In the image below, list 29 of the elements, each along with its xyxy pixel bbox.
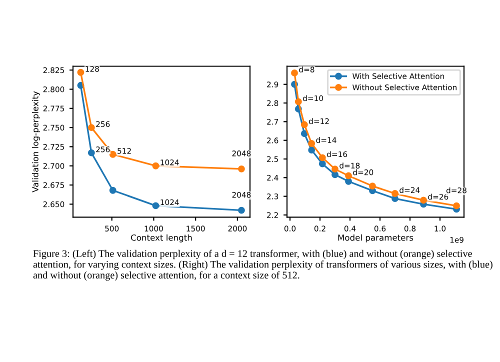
point — [420, 196, 427, 204]
point — [332, 171, 338, 178]
point — [152, 162, 160, 170]
point — [152, 202, 160, 210]
point — [88, 124, 95, 132]
point — [300, 130, 308, 138]
point — [238, 206, 245, 214]
point — [308, 146, 316, 154]
point — [392, 190, 398, 197]
point — [294, 98, 302, 106]
point — [369, 182, 376, 190]
point — [109, 186, 116, 194]
point — [88, 149, 95, 156]
point — [345, 172, 352, 180]
point — [77, 68, 84, 76]
point — [453, 202, 460, 210]
point — [238, 165, 245, 172]
point — [318, 154, 326, 162]
point — [109, 150, 116, 158]
point — [308, 140, 316, 147]
x-axis-title: Context length — [131, 234, 192, 242]
point — [291, 69, 298, 76]
x-axis-title: Model parameters — [338, 234, 414, 242]
point — [345, 178, 352, 185]
point — [300, 121, 308, 128]
caption: Figure 3: (Left) The validation perplexity of a d = 12 transformer, with (blue) and without (orange) selective attention, for varying context sizes. (Right) The validation perplexity of transformers of various sizes, with (blue) and without (orange) selective attention, for a context size of 512. — [33, 250, 492, 281]
y-axis-title: Validation log-perplexity — [32, 91, 40, 192]
point — [332, 166, 338, 173]
point — [318, 160, 326, 168]
